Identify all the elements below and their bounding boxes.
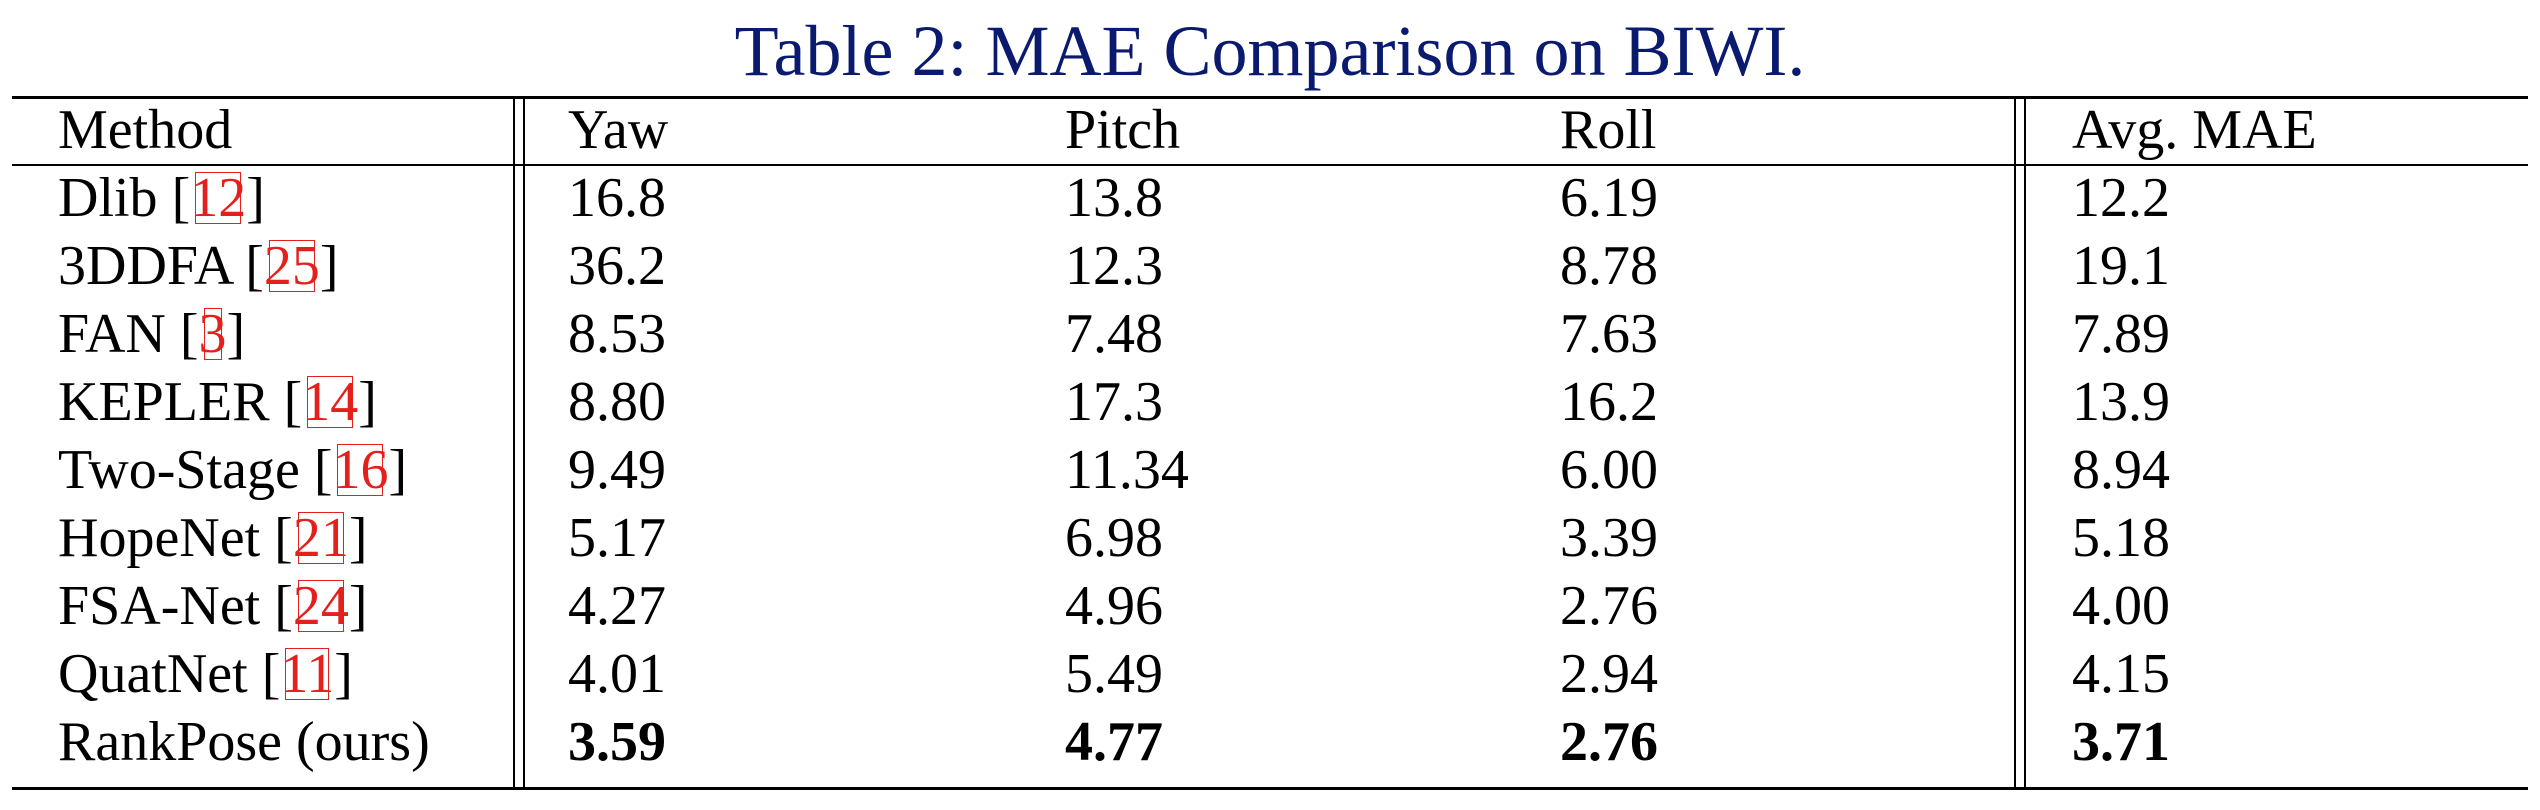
table-body: Dlib [12] 16.8 13.8 6.19 12.2 3DDFA [25] 36.2 1… — [0, 164, 2540, 776]
header-yaw: Yaw — [568, 99, 669, 161]
avg-value: 8.94 — [2072, 439, 2170, 501]
citation-link[interactable]: 16 — [332, 439, 389, 501]
header-roll: Roll — [1560, 99, 1657, 161]
method-name: FSA-Net — [58, 575, 261, 637]
table-row: RankPose (ours) 3.59 4.77 2.76 3.71 — [0, 708, 2540, 776]
roll-value: 7.63 — [1560, 303, 1658, 365]
table-row: FSA-Net [24] 4.27 4.96 2.76 4.00 — [0, 572, 2540, 640]
citation-link[interactable]: 21 — [292, 507, 349, 569]
avg-value: 4.15 — [2072, 643, 2170, 705]
header-pitch: Pitch — [1065, 99, 1181, 161]
method-name: QuatNet — [58, 643, 248, 705]
yaw-value: 5.17 — [568, 507, 666, 569]
roll-value: 6.19 — [1560, 167, 1658, 229]
method-name: HopeNet — [58, 507, 261, 569]
pitch-value: 5.49 — [1065, 643, 1163, 705]
table-row: Dlib [12] 16.8 13.8 6.19 12.2 — [0, 164, 2540, 232]
method-name: FAN — [58, 303, 166, 365]
method-cell: KEPLER [14] — [58, 371, 377, 433]
method-cell: QuatNet [11] — [58, 643, 353, 705]
bottom-rule — [12, 787, 2528, 790]
method-name: Dlib — [58, 167, 158, 229]
table-row: KEPLER [14] 8.80 17.3 16.2 13.9 — [0, 368, 2540, 436]
table-row: FAN [3] 8.53 7.48 7.63 7.89 — [0, 300, 2540, 368]
yaw-value: 9.49 — [568, 439, 666, 501]
roll-value: 16.2 — [1560, 371, 1658, 433]
avg-value: 13.9 — [2072, 371, 2170, 433]
method-cell: RankPose (ours) — [58, 708, 430, 776]
table-caption: Table 2: MAE Comparison on BIWI. — [734, 11, 1806, 91]
roll-value: 2.94 — [1560, 643, 1658, 705]
roll-value: 2.76 — [1560, 575, 1658, 637]
table-row: Two-Stage [16] 9.49 11.34 6.00 8.94 — [0, 436, 2540, 504]
citation-link[interactable]: 25 — [263, 235, 320, 297]
citation-link[interactable]: 11 — [280, 643, 335, 705]
mae-table: Method Yaw Pitch Roll Avg. MAE Dlib [12]… — [0, 96, 2540, 776]
citation-link[interactable]: 24 — [292, 575, 349, 637]
avg-value: 7.89 — [2072, 303, 2170, 365]
header-avg-mae: Avg. MAE — [2072, 99, 2317, 161]
yaw-value: 36.2 — [568, 235, 666, 297]
avg-divider-left — [2014, 96, 2016, 790]
yaw-value: 3.59 — [568, 711, 666, 773]
method-cell: FAN [3] — [58, 303, 246, 365]
yaw-value: 8.53 — [568, 303, 666, 365]
citation-link[interactable]: 14 — [302, 371, 359, 433]
table-header-row: Method Yaw Pitch Roll Avg. MAE — [0, 96, 2540, 164]
roll-value: 6.00 — [1560, 439, 1658, 501]
method-divider-left — [513, 96, 515, 790]
pitch-value: 4.77 — [1065, 711, 1163, 773]
yaw-value: 8.80 — [568, 371, 666, 433]
pitch-value: 11.34 — [1065, 439, 1189, 501]
header-method: Method — [58, 99, 233, 161]
pitch-value: 6.98 — [1065, 507, 1163, 569]
avg-value: 12.2 — [2072, 167, 2170, 229]
pitch-value: 12.3 — [1065, 235, 1163, 297]
method-cell: 3DDFA [25] — [58, 235, 339, 297]
yaw-value: 4.01 — [568, 643, 666, 705]
table-row: HopeNet [21] 5.17 6.98 3.39 5.18 — [0, 504, 2540, 572]
avg-divider-right — [2024, 96, 2026, 790]
roll-value: 8.78 — [1560, 235, 1658, 297]
yaw-value: 16.8 — [568, 167, 666, 229]
method-name: RankPose (ours) — [58, 711, 430, 773]
table-row: 3DDFA [25] 36.2 12.3 8.78 19.1 — [0, 232, 2540, 300]
header-rule — [12, 164, 2528, 166]
top-rule — [12, 96, 2528, 99]
method-name: 3DDFA — [58, 235, 232, 297]
avg-value: 3.71 — [2072, 711, 2170, 773]
pitch-value: 17.3 — [1065, 371, 1163, 433]
method-divider-right — [523, 96, 525, 790]
method-name: KEPLER — [58, 371, 270, 433]
method-cell: Dlib [12] — [58, 167, 265, 229]
avg-value: 5.18 — [2072, 507, 2170, 569]
pitch-value: 4.96 — [1065, 575, 1163, 637]
method-cell: Two-Stage [16] — [58, 439, 408, 501]
method-cell: HopeNet [21] — [58, 507, 368, 569]
avg-value: 4.00 — [2072, 575, 2170, 637]
roll-value: 3.39 — [1560, 507, 1658, 569]
pitch-value: 7.48 — [1065, 303, 1163, 365]
table-row: QuatNet [11] 4.01 5.49 2.94 4.15 — [0, 640, 2540, 708]
pitch-value: 13.8 — [1065, 167, 1163, 229]
yaw-value: 4.27 — [568, 575, 666, 637]
citation-link[interactable]: 3 — [198, 303, 227, 365]
method-cell: FSA-Net [24] — [58, 575, 368, 637]
roll-value: 2.76 — [1560, 711, 1658, 773]
avg-value: 19.1 — [2072, 235, 2170, 297]
citation-link[interactable]: 12 — [190, 167, 247, 229]
method-name: Two-Stage — [58, 439, 300, 501]
